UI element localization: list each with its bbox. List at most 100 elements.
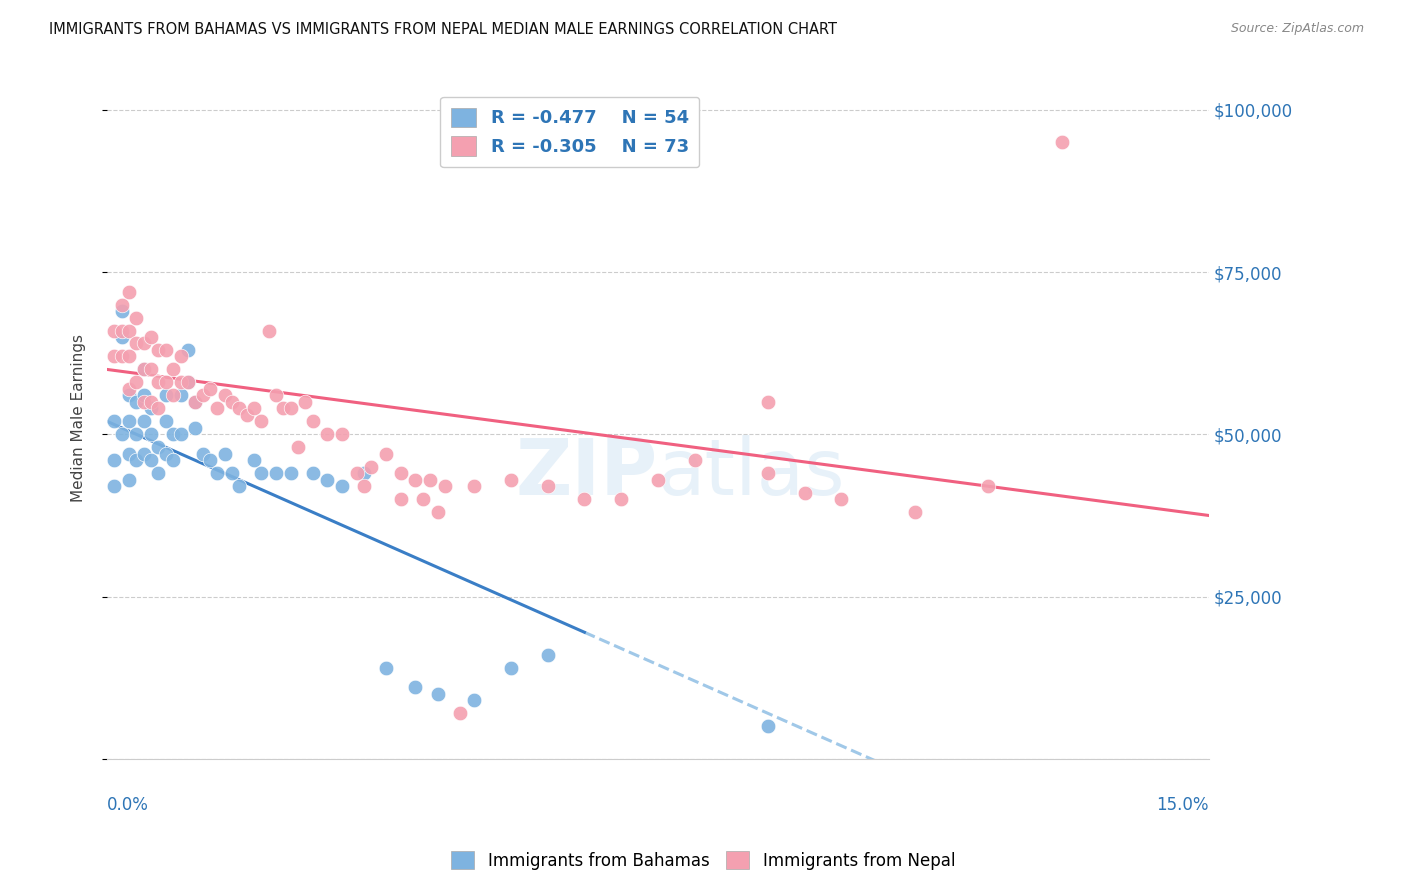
Point: [139, 401, 162, 416]
Point: [228, 401, 250, 416]
Point: [294, 395, 316, 409]
Point: [280, 467, 302, 481]
Point: [301, 467, 323, 481]
Point: [537, 648, 560, 662]
Point: [316, 473, 339, 487]
Point: [389, 467, 412, 481]
Point: [125, 310, 148, 325]
Point: [330, 427, 353, 442]
Point: [301, 414, 323, 428]
Point: [214, 447, 236, 461]
Point: [118, 473, 141, 487]
Point: [243, 401, 266, 416]
Point: [198, 453, 221, 467]
Point: [221, 467, 243, 481]
Point: [111, 427, 134, 442]
Point: [118, 382, 141, 396]
Point: [264, 467, 287, 481]
Point: [118, 285, 141, 299]
Point: [169, 350, 191, 364]
Point: [375, 661, 398, 675]
Point: [103, 453, 125, 467]
Point: [132, 414, 155, 428]
Point: [148, 401, 170, 416]
Point: [426, 687, 449, 701]
Point: [375, 447, 398, 461]
Point: [499, 661, 522, 675]
Point: [139, 427, 162, 442]
Point: [353, 467, 375, 481]
Point: [118, 447, 141, 461]
Point: [191, 447, 214, 461]
Point: [155, 343, 177, 357]
Point: [125, 336, 148, 351]
Point: [148, 376, 170, 390]
Point: [683, 453, 706, 467]
Legend: R = -0.477    N = 54, R = -0.305    N = 73: R = -0.477 N = 54, R = -0.305 N = 73: [440, 96, 699, 167]
Point: [139, 395, 162, 409]
Point: [162, 362, 184, 376]
Point: [148, 440, 170, 454]
Point: [111, 330, 134, 344]
Point: [360, 459, 382, 474]
Point: [243, 453, 266, 467]
Point: [177, 376, 200, 390]
Point: [793, 485, 815, 500]
Point: [346, 467, 368, 481]
Point: [198, 382, 221, 396]
Point: [169, 427, 191, 442]
Point: [155, 414, 177, 428]
Point: [162, 453, 184, 467]
Point: [235, 408, 257, 422]
Point: [162, 427, 184, 442]
Point: [132, 362, 155, 376]
Point: [148, 343, 170, 357]
Point: [228, 479, 250, 493]
Point: [330, 479, 353, 493]
Text: 15.0%: 15.0%: [1156, 797, 1209, 814]
Point: [177, 376, 200, 390]
Text: 0.0%: 0.0%: [107, 797, 149, 814]
Point: [426, 505, 449, 519]
Point: [191, 388, 214, 402]
Point: [537, 479, 560, 493]
Point: [574, 492, 596, 507]
Point: [1050, 136, 1073, 150]
Point: [155, 376, 177, 390]
Point: [463, 693, 485, 707]
Point: [449, 706, 471, 721]
Legend: Immigrants from Bahamas, Immigrants from Nepal: Immigrants from Bahamas, Immigrants from…: [444, 845, 962, 877]
Point: [118, 350, 141, 364]
Point: [169, 376, 191, 390]
Point: [111, 304, 134, 318]
Point: [405, 681, 427, 695]
Point: [647, 473, 669, 487]
Point: [184, 395, 207, 409]
Point: [118, 388, 141, 402]
Text: Source: ZipAtlas.com: Source: ZipAtlas.com: [1230, 22, 1364, 36]
Point: [132, 447, 155, 461]
Point: [125, 395, 148, 409]
Point: [419, 473, 441, 487]
Point: [139, 362, 162, 376]
Point: [148, 467, 170, 481]
Point: [103, 324, 125, 338]
Point: [132, 362, 155, 376]
Point: [103, 350, 125, 364]
Point: [205, 401, 228, 416]
Point: [111, 350, 134, 364]
Point: [103, 414, 125, 428]
Point: [250, 467, 273, 481]
Point: [610, 492, 633, 507]
Point: [316, 427, 339, 442]
Point: [904, 505, 927, 519]
Point: [405, 473, 427, 487]
Point: [214, 388, 236, 402]
Point: [977, 479, 1000, 493]
Point: [433, 479, 456, 493]
Point: [250, 414, 273, 428]
Point: [221, 395, 243, 409]
Text: atlas: atlas: [658, 434, 845, 510]
Y-axis label: Median Male Earnings: Median Male Earnings: [72, 334, 86, 502]
Point: [264, 388, 287, 402]
